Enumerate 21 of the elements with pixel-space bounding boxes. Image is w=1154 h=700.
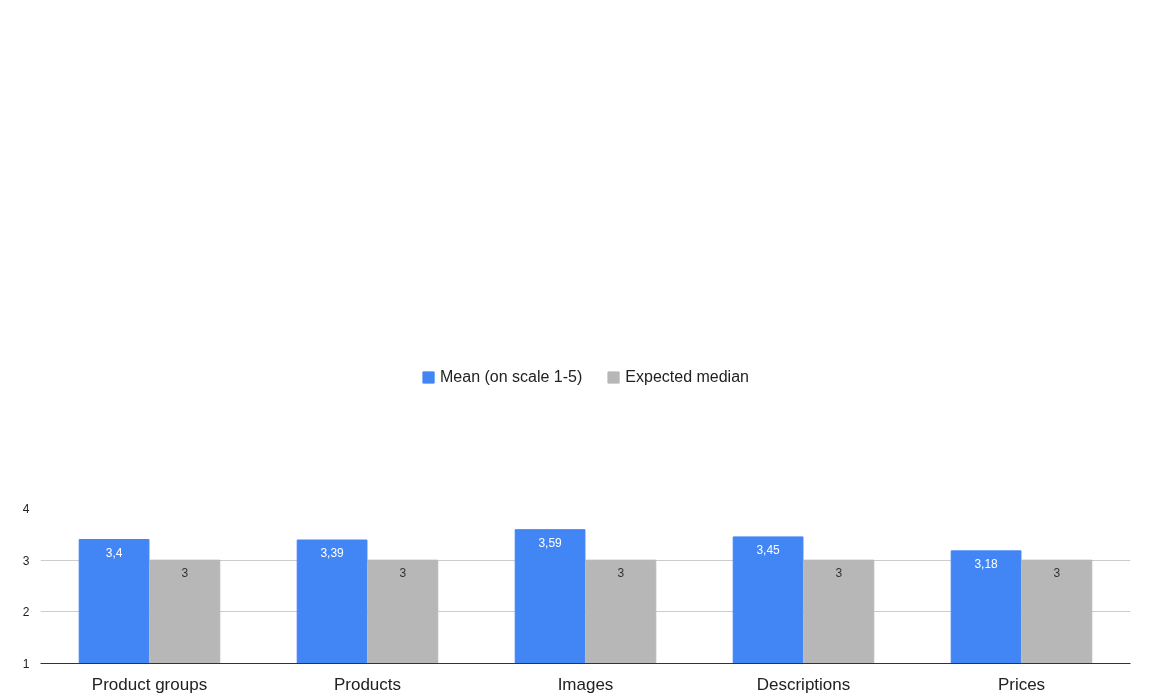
data-label: 3,39 [320,546,345,561]
legend-label: Mean (on scale 1-5) [440,367,583,386]
data-label: 3,59 [538,535,563,550]
data-label: 3,4 [105,545,123,560]
y-tick-label: 4 [22,502,30,516]
y-tick-label: 2 [22,605,30,620]
data-label: 3,45 [756,542,781,557]
x-tick-label: Descriptions [756,674,851,694]
legend-label: Expected median [625,367,749,386]
data-label: 3,18 [974,556,999,571]
data-label: 3 [181,566,189,581]
y-tick-label: 1 [22,657,30,671]
x-tick-label: Prices [997,674,1046,694]
data-label: 3 [617,566,625,581]
data-label: 3 [1053,566,1061,581]
x-tick-label: Product groups [91,674,208,694]
y-tick-label: 3 [22,553,30,568]
x-tick-label: Images [557,674,614,694]
data-label: 3 [835,566,843,581]
x-tick-label: Products [333,674,402,694]
data-label: 3 [399,566,407,581]
